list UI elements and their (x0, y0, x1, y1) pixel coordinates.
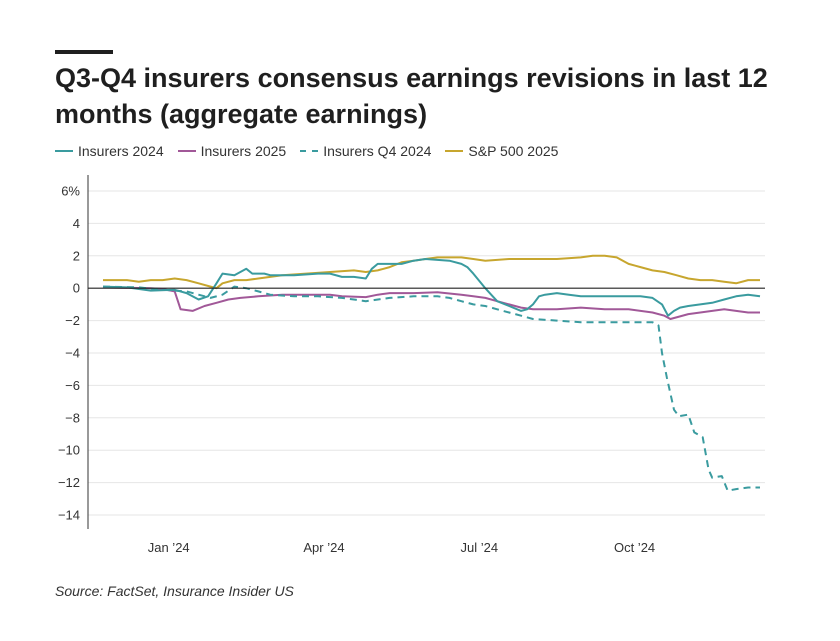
legend-label-insurers-2025: Insurers 2025 (200, 143, 287, 159)
y-tick-label: 4 (73, 216, 80, 231)
y-tick-label: 6% (61, 184, 80, 199)
line-chart: 6% 4 2 0 −2 −4 −6 −8 −10 −12 −14 Jan ’24 Apr ’24 Jul … (58, 175, 765, 555)
series-line-sp-500-2025 (103, 254, 760, 290)
legend-swatch-insurers-q4-2024 (300, 150, 319, 152)
x-tick-label: Jan ’24 (148, 540, 190, 555)
legend-item-insurers-2025: Insurers 2025 (177, 143, 287, 159)
y-tick-label: −4 (65, 346, 80, 361)
source-note: Source: FactSet, Insurance Insider US (55, 583, 294, 599)
title-accent-bar (55, 50, 113, 54)
legend-item-insurers-q4-2024: Insurers Q4 2024 (300, 143, 431, 159)
y-tick-label: −10 (58, 443, 80, 458)
x-tick-label: Apr ’24 (303, 540, 344, 555)
y-tick-label: −12 (58, 475, 80, 490)
y-tick-label: 0 (73, 281, 80, 296)
chart-title: Q3-Q4 insurers consensus earnings revisi… (55, 63, 768, 129)
legend-swatch-insurers-2025 (177, 150, 196, 152)
y-tick-label: −6 (65, 378, 80, 393)
legend-swatch-sp500-2025 (445, 150, 464, 152)
x-tick-label: Oct ’24 (614, 540, 655, 555)
legend-item-sp500-2025: S&P 500 2025 (445, 143, 558, 159)
y-tick-label: −14 (58, 508, 80, 523)
y-tick-label: 2 (73, 248, 80, 263)
chart-legend: Insurers 2024 Insurers 2025 Insurers Q4 … (55, 143, 572, 159)
series-line-insurers-2024 (102, 258, 761, 317)
legend-label-insurers-2024: Insurers 2024 (78, 143, 164, 159)
series-line-insurers-2025 (102, 286, 760, 320)
x-tick-label: Jul ’24 (460, 540, 498, 555)
legend-label-sp500-2025: S&P 500 2025 (468, 143, 559, 159)
legend-item-insurers-2024: Insurers 2024 (55, 143, 164, 159)
y-tick-label: −8 (65, 410, 80, 425)
y-tick-label: −2 (65, 313, 80, 328)
legend-label-insurers-q4-2024: Insurers Q4 2024 (323, 143, 432, 159)
legend-swatch-insurers-2024 (55, 150, 73, 152)
series-line-insurers-q4-2024 (102, 285, 760, 492)
